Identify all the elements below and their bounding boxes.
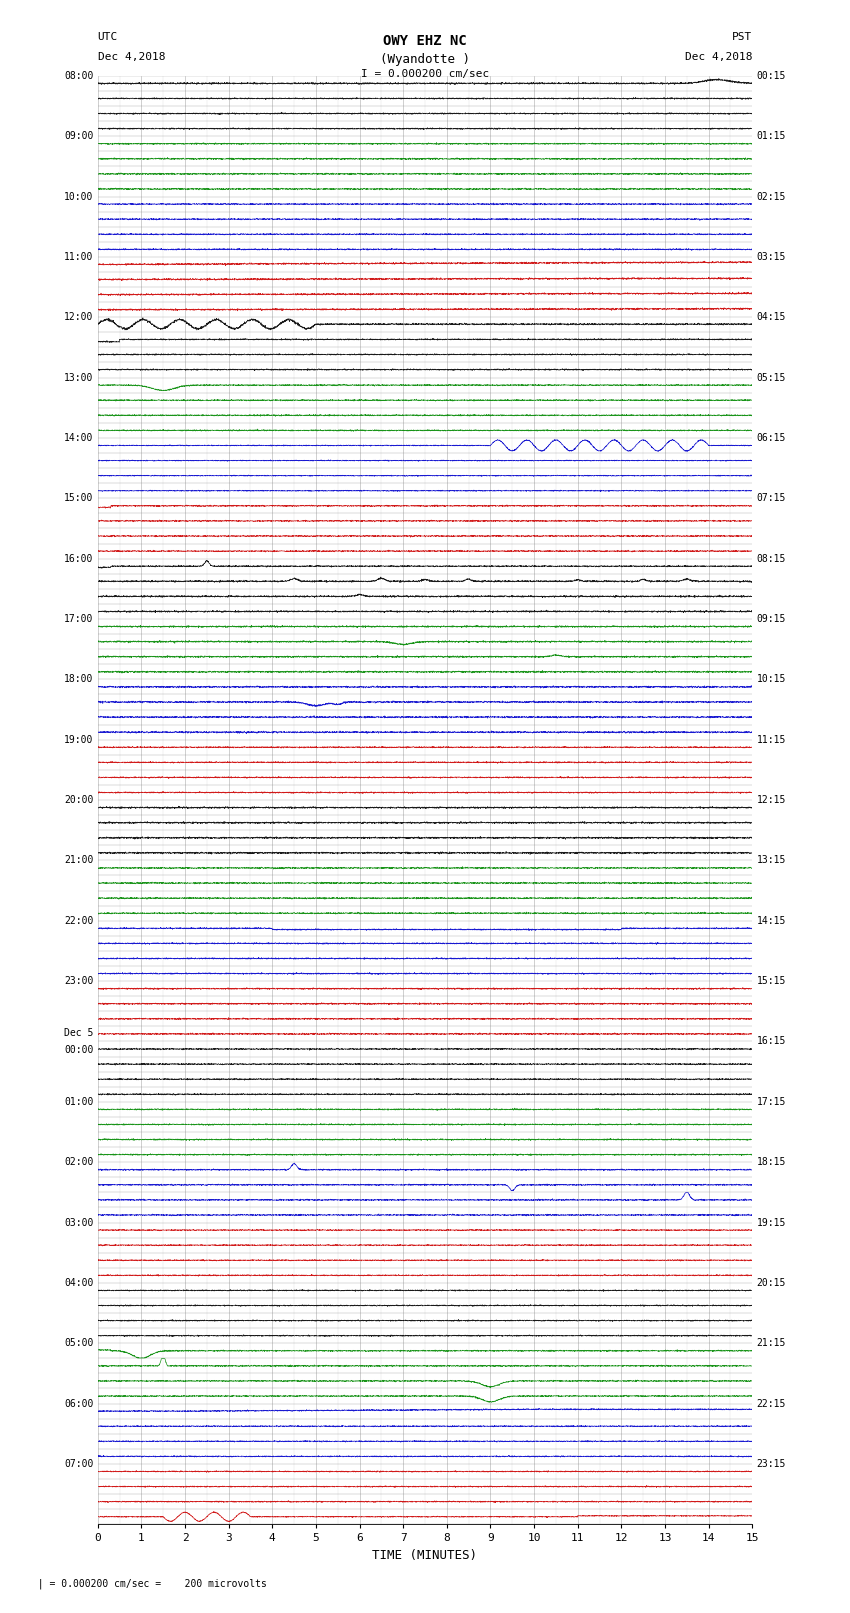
Text: 14:00: 14:00 bbox=[64, 432, 94, 444]
Text: 09:00: 09:00 bbox=[64, 131, 94, 142]
Text: PST: PST bbox=[732, 32, 752, 42]
Text: 00:15: 00:15 bbox=[756, 71, 786, 81]
Text: 16:00: 16:00 bbox=[64, 553, 94, 563]
Text: 17:00: 17:00 bbox=[64, 615, 94, 624]
Text: 12:15: 12:15 bbox=[756, 795, 786, 805]
Text: 11:15: 11:15 bbox=[756, 734, 786, 745]
Text: 04:15: 04:15 bbox=[756, 313, 786, 323]
Text: 00:00: 00:00 bbox=[64, 1045, 94, 1055]
Text: | = 0.000200 cm/sec =    200 microvolts: | = 0.000200 cm/sec = 200 microvolts bbox=[26, 1579, 266, 1589]
Text: 07:00: 07:00 bbox=[64, 1458, 94, 1469]
Text: (Wyandotte ): (Wyandotte ) bbox=[380, 53, 470, 66]
Text: 13:15: 13:15 bbox=[756, 855, 786, 866]
Text: 01:15: 01:15 bbox=[756, 131, 786, 142]
Text: 09:15: 09:15 bbox=[756, 615, 786, 624]
Text: 12:00: 12:00 bbox=[64, 313, 94, 323]
Text: 22:15: 22:15 bbox=[756, 1398, 786, 1408]
Text: 13:00: 13:00 bbox=[64, 373, 94, 382]
Text: 15:00: 15:00 bbox=[64, 494, 94, 503]
Text: 21:00: 21:00 bbox=[64, 855, 94, 866]
Text: 11:00: 11:00 bbox=[64, 252, 94, 261]
Text: Dec 4,2018: Dec 4,2018 bbox=[685, 52, 752, 61]
Text: 04:00: 04:00 bbox=[64, 1277, 94, 1287]
Text: 02:15: 02:15 bbox=[756, 192, 786, 202]
X-axis label: TIME (MINUTES): TIME (MINUTES) bbox=[372, 1548, 478, 1561]
Text: 23:15: 23:15 bbox=[756, 1458, 786, 1469]
Text: 14:15: 14:15 bbox=[756, 916, 786, 926]
Text: Dec 5: Dec 5 bbox=[64, 1027, 94, 1039]
Text: 05:15: 05:15 bbox=[756, 373, 786, 382]
Text: 02:00: 02:00 bbox=[64, 1157, 94, 1168]
Text: 08:15: 08:15 bbox=[756, 553, 786, 563]
Text: 08:00: 08:00 bbox=[64, 71, 94, 81]
Text: 20:15: 20:15 bbox=[756, 1277, 786, 1287]
Text: UTC: UTC bbox=[98, 32, 118, 42]
Text: 07:15: 07:15 bbox=[756, 494, 786, 503]
Text: 19:00: 19:00 bbox=[64, 734, 94, 745]
Text: 23:00: 23:00 bbox=[64, 976, 94, 986]
Text: 06:00: 06:00 bbox=[64, 1398, 94, 1408]
Text: 03:15: 03:15 bbox=[756, 252, 786, 261]
Text: 10:15: 10:15 bbox=[756, 674, 786, 684]
Text: 18:15: 18:15 bbox=[756, 1157, 786, 1168]
Text: 21:15: 21:15 bbox=[756, 1339, 786, 1348]
Text: 18:00: 18:00 bbox=[64, 674, 94, 684]
Text: 17:15: 17:15 bbox=[756, 1097, 786, 1107]
Text: Dec 4,2018: Dec 4,2018 bbox=[98, 52, 165, 61]
Text: 16:15: 16:15 bbox=[756, 1037, 786, 1047]
Text: 05:00: 05:00 bbox=[64, 1339, 94, 1348]
Text: 06:15: 06:15 bbox=[756, 432, 786, 444]
Text: 01:00: 01:00 bbox=[64, 1097, 94, 1107]
Text: 22:00: 22:00 bbox=[64, 916, 94, 926]
Text: OWY EHZ NC: OWY EHZ NC bbox=[383, 34, 467, 48]
Text: 15:15: 15:15 bbox=[756, 976, 786, 986]
Text: 20:00: 20:00 bbox=[64, 795, 94, 805]
Text: 19:15: 19:15 bbox=[756, 1218, 786, 1227]
Text: I = 0.000200 cm/sec: I = 0.000200 cm/sec bbox=[361, 69, 489, 79]
Text: 10:00: 10:00 bbox=[64, 192, 94, 202]
Text: 03:00: 03:00 bbox=[64, 1218, 94, 1227]
